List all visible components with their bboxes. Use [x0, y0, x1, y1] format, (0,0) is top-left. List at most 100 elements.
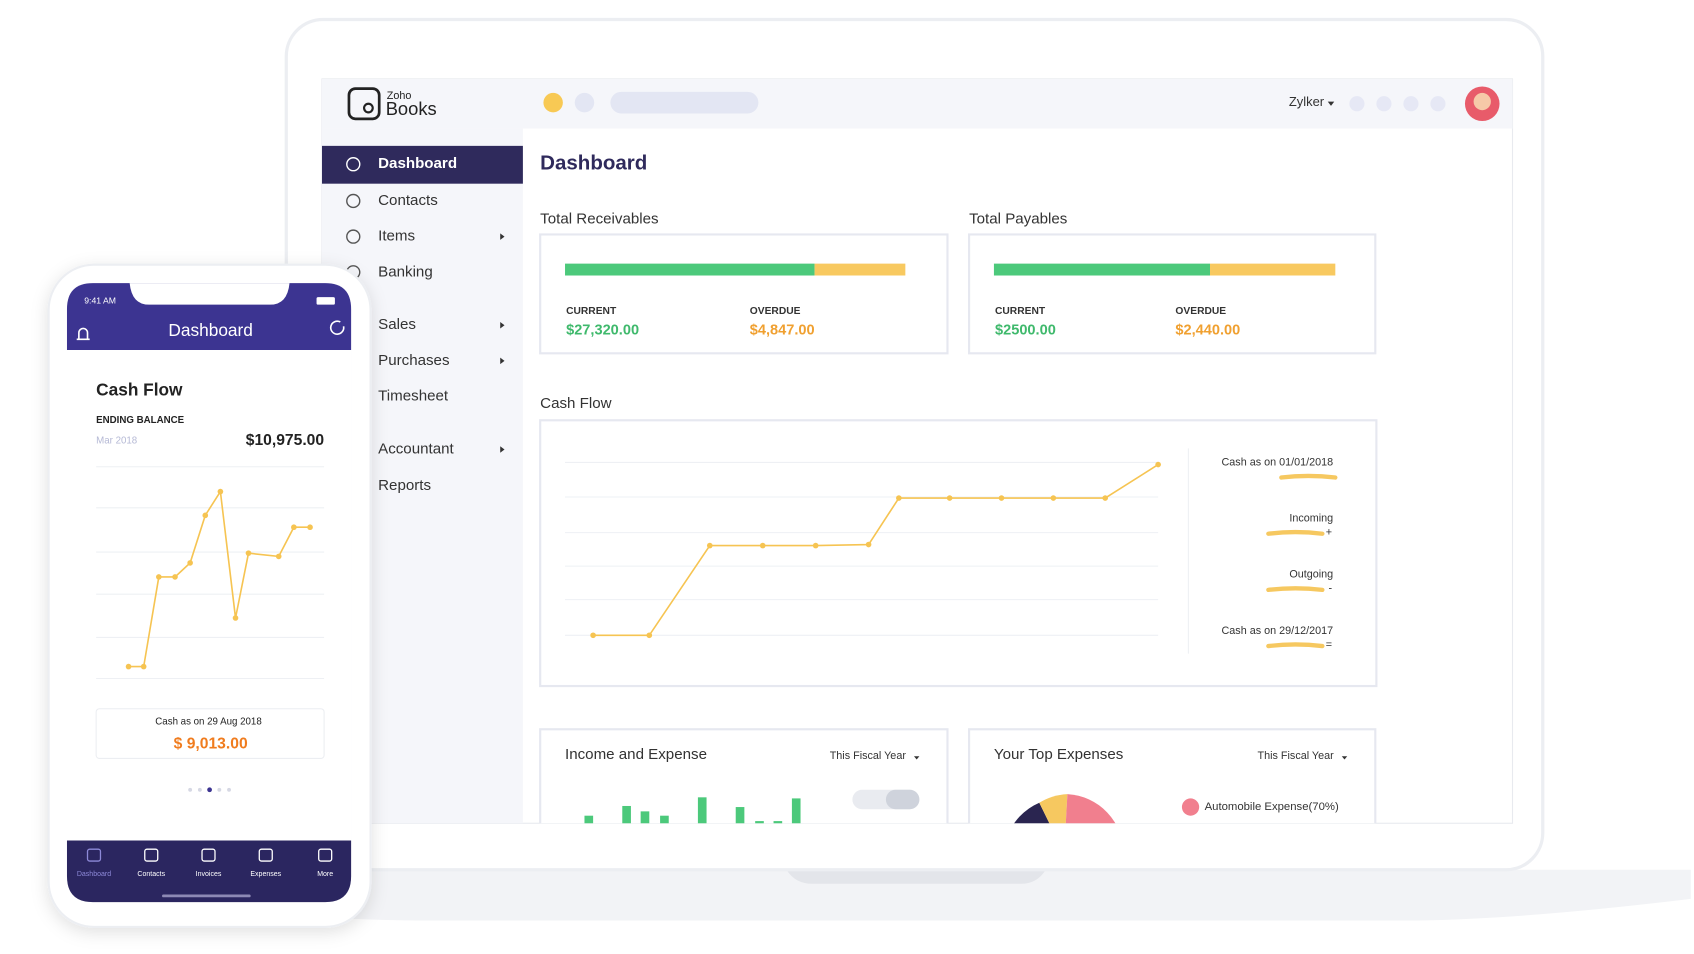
topbar	[321, 78, 1513, 129]
amount: $2500.00	[995, 322, 1056, 338]
pager	[188, 787, 231, 793]
legend-sign: +	[1326, 526, 1332, 538]
label: OVERDUE	[1175, 306, 1226, 317]
tab-label[interactable]: Contacts	[137, 871, 165, 878]
pager-dot[interactable]	[197, 787, 202, 792]
bar	[697, 797, 707, 824]
page-title: Dashboard	[540, 152, 647, 175]
brand: Books	[386, 98, 437, 119]
legend-label: Automobile Expense(70%)	[1205, 801, 1339, 813]
legend-sign: -	[1328, 583, 1332, 595]
caret	[1341, 756, 1348, 760]
tab-icon[interactable]	[86, 848, 102, 862]
card-title: Total Payables	[969, 210, 1068, 227]
legend-sign: =	[1326, 639, 1332, 651]
card-title: Cash Flow	[96, 380, 183, 400]
bell-icon[interactable]	[76, 327, 90, 341]
card-title: Cash Flow	[540, 395, 611, 412]
tab-label[interactable]: Expenses	[250, 871, 281, 878]
legend-swatch	[1181, 798, 1200, 816]
month: Mar 2018	[96, 435, 137, 446]
amount: $27,320.00	[566, 322, 639, 338]
legend-label: Cash as on 29/12/2017	[1222, 625, 1334, 637]
label: OVERDUE	[750, 306, 801, 317]
point	[202, 512, 209, 519]
caret	[1327, 101, 1335, 106]
pager-dot[interactable]	[207, 787, 212, 793]
period-select[interactable]: This Fiscal Year	[830, 750, 907, 762]
cash-amount: $ 9,013.00	[174, 736, 248, 753]
card	[539, 233, 949, 355]
dot	[1430, 96, 1446, 112]
phone-title: Dashboard	[168, 320, 252, 340]
amount: $2,440.00	[1175, 322, 1240, 338]
pager-dot[interactable]	[217, 787, 222, 792]
sidebar-item[interactable]: Sales	[378, 316, 416, 333]
battery	[316, 297, 335, 305]
income-bars	[584, 797, 801, 824]
point	[1102, 495, 1109, 501]
tab-icon[interactable]	[318, 848, 333, 862]
point	[187, 560, 193, 566]
pager-dot[interactable]	[227, 787, 231, 792]
tab-label[interactable]: Invoices	[196, 871, 222, 878]
point	[217, 488, 224, 495]
card	[539, 419, 1378, 688]
sidebar-item[interactable]: Dashboard	[378, 155, 457, 172]
point	[759, 542, 766, 549]
sidebar-item[interactable]: Banking	[378, 263, 433, 280]
legend-label: Cash as on 01/01/2018	[1222, 456, 1334, 468]
amount: $4,847.00	[750, 322, 815, 338]
cash-flow-grid	[565, 461, 1159, 636]
pager-dot[interactable]	[188, 787, 193, 792]
tabs: Dashboard Contacts Invoices Expenses More	[77, 848, 333, 878]
sidebar-item[interactable]: Timesheet	[378, 388, 449, 405]
submenu-arrow	[500, 233, 505, 240]
card-title: Income and Expense	[565, 746, 707, 763]
sidebar-item[interactable]: Items	[378, 228, 415, 245]
laptop-notch	[786, 869, 1046, 884]
pie-slice	[1039, 794, 1068, 824]
search[interactable]	[610, 91, 759, 114]
submenu-arrow	[500, 321, 505, 329]
tab-icon[interactable]	[144, 848, 159, 862]
user-menu[interactable]: Zylker	[1289, 94, 1325, 109]
bar	[791, 798, 801, 824]
card	[968, 233, 1377, 355]
progress-current	[565, 263, 815, 276]
dot	[543, 92, 563, 113]
point	[812, 542, 819, 549]
tab-label[interactable]: Dashboard	[77, 871, 111, 878]
sidebar-item[interactable]: Contacts	[378, 192, 438, 209]
progress-overdue	[1210, 263, 1336, 276]
bar	[735, 807, 745, 824]
point	[140, 663, 147, 670]
avatar-face	[1473, 92, 1491, 111]
sidebar-active	[321, 145, 523, 184]
point	[232, 615, 239, 621]
legend-label: Outgoing	[1289, 569, 1333, 581]
sidebar-item[interactable]: Reports	[378, 477, 431, 494]
phone-cash-line	[128, 489, 311, 668]
refresh-icon[interactable]	[330, 320, 345, 335]
cash-flow-line	[593, 463, 1159, 637]
period-select[interactable]: This Fiscal Year	[1258, 750, 1335, 762]
point	[590, 632, 596, 639]
pie-slice	[1065, 794, 1116, 824]
tab-icon[interactable]	[258, 848, 273, 862]
point	[1050, 495, 1057, 501]
scribble	[1266, 586, 1325, 593]
dot	[1376, 96, 1392, 112]
dot	[1403, 96, 1419, 112]
phone-notch	[129, 283, 290, 305]
bar	[640, 811, 650, 824]
sidebar-item[interactable]: Accountant	[378, 440, 454, 457]
cash-flow-legend: Cash as on 01/01/2018 Incoming + Outgoing - C…	[1222, 456, 1338, 651]
point	[998, 495, 1005, 501]
tab-icon[interactable]	[201, 848, 216, 862]
sidebar-item[interactable]: Purchases	[378, 352, 450, 369]
sidebar-icon	[346, 229, 361, 244]
tab-label[interactable]: More	[317, 871, 333, 878]
tab-bar	[66, 840, 352, 903]
